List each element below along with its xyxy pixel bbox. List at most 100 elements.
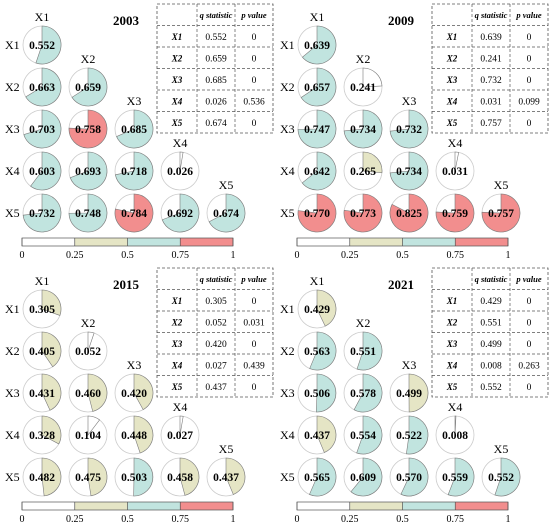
pie-wedge <box>87 457 108 497</box>
table-row-p: 0.263 <box>518 361 540 371</box>
pie-value-label: 0.759 <box>442 208 468 220</box>
pie-wedge <box>316 415 337 453</box>
pie-value-label: 0.031 <box>442 166 468 178</box>
pie-value-label: 0.429 <box>304 304 330 316</box>
colorbar-tick-label: 0 <box>20 514 25 525</box>
colorbar-tick-label: 1 <box>231 514 236 525</box>
table-row-variable: X4 <box>171 360 183 370</box>
table-row-variable: X4 <box>446 96 458 106</box>
table-row-q: 0.552 <box>205 33 227 43</box>
pie-cell: 0.642 <box>297 151 337 191</box>
colorbar-segment <box>180 238 233 246</box>
table-row-q: 0.757 <box>480 119 502 129</box>
pie-wedge <box>454 415 457 436</box>
pie-value-label: 0.693 <box>75 166 101 178</box>
pie-cell: 0.458 <box>160 457 200 497</box>
table-row-variable: X2 <box>446 317 458 327</box>
panel-year-title: 2009 <box>388 13 415 28</box>
pie-cell: 0.757 <box>481 193 521 233</box>
row-label: X1 <box>5 302 20 316</box>
pie-wedge <box>297 193 337 233</box>
pie-cell: 0.609 <box>343 457 383 497</box>
pie-cell: 0.475 <box>68 457 108 497</box>
table-row-variable: X1 <box>171 296 183 306</box>
row-label: X4 <box>5 428 20 442</box>
table-row-q: 0.639 <box>480 33 502 43</box>
pie-cell: 0.718 <box>114 151 154 191</box>
table-row-q: 0.685 <box>205 76 227 86</box>
table-row-q: 0.008 <box>480 361 502 371</box>
pie-value-label: 0.475 <box>75 472 101 484</box>
colorbar-tick-label: 1 <box>506 250 511 261</box>
pie-value-label: 0.328 <box>29 430 55 442</box>
pie-cell: 0.429 <box>297 289 337 329</box>
row-label: X4 <box>5 164 20 178</box>
pie-value-label: 0.305 <box>29 304 55 316</box>
pie-value-label: 0.405 <box>29 346 55 358</box>
pie-cell: 0.482 <box>22 457 62 497</box>
pie-value-label: 0.659 <box>75 82 101 94</box>
pie-wedge <box>41 415 62 445</box>
pie-cell: 0.663 <box>22 67 62 107</box>
table-row-q: 0.052 <box>205 318 227 328</box>
column-label: X3 <box>402 94 417 108</box>
table-row-p: 0.536 <box>243 97 265 107</box>
pie-cell: 0.431 <box>22 373 62 413</box>
panel-year-title: 2015 <box>113 277 140 292</box>
pie-wedge <box>69 151 108 191</box>
table-row-q: 0.027 <box>205 361 227 371</box>
colorbar-segment <box>127 502 181 510</box>
pie-wedge <box>389 109 429 149</box>
pie-cell: 0.692 <box>160 193 200 233</box>
pie-value-label: 0.692 <box>167 208 193 220</box>
pie-value-label: 0.482 <box>29 472 55 484</box>
column-label: X2 <box>81 316 96 330</box>
pie-value-label: 0.784 <box>121 208 147 220</box>
pie-wedge <box>41 373 62 411</box>
pie-cell: 0.563 <box>297 331 337 371</box>
pie-value-label: 0.554 <box>350 430 376 442</box>
table-row-variable: X4 <box>171 96 183 106</box>
row-label: X1 <box>280 302 295 316</box>
pie-wedge <box>225 457 246 495</box>
pie-value-label: 0.825 <box>396 208 422 220</box>
pie-value-label: 0.642 <box>304 166 330 178</box>
pie-wedge <box>23 109 62 149</box>
row-label: X1 <box>280 38 295 52</box>
pie-value-label: 0.773 <box>350 208 376 220</box>
colorbar-tick-label: 0 <box>20 250 25 261</box>
pie-value-label: 0.551 <box>350 346 376 358</box>
pie-wedge <box>179 457 200 496</box>
pie-wedge <box>41 457 62 497</box>
pie-cell: 0.578 <box>343 373 383 413</box>
pie-wedge <box>116 109 154 149</box>
table-row-q: 0.241 <box>480 54 502 64</box>
pie-value-label: 0.420 <box>121 388 147 400</box>
colorbar-segment <box>455 238 508 246</box>
pie-value-label: 0.603 <box>29 166 55 178</box>
column-label: X5 <box>219 442 234 456</box>
pie-wedge <box>301 151 337 191</box>
pie-value-label: 0.732 <box>29 208 55 220</box>
table-row-variable: X5 <box>446 382 458 392</box>
colorbar: 0 0.25 0.5 0.75 1 <box>295 501 511 525</box>
pie-value-label: 0.578 <box>350 388 376 400</box>
colorbar-tick-label: 0.5 <box>396 250 409 261</box>
table-row-q: 0.674 <box>205 119 227 129</box>
pie-wedge <box>179 151 184 172</box>
table-row-p: 0 <box>252 297 257 307</box>
pie-wedge <box>309 457 337 497</box>
pie-cell: 0.241 <box>343 67 383 107</box>
pie-wedge <box>35 25 62 65</box>
pie-cell: 0.328 <box>22 415 62 455</box>
pie-cell: 0.825 <box>389 193 429 233</box>
pie-value-label: 0.732 <box>396 124 422 136</box>
table-row-p: 0 <box>527 297 532 307</box>
pie-cell: 0.703 <box>22 109 62 149</box>
pie-wedge <box>309 331 337 371</box>
pie-cell: 0.674 <box>206 193 246 233</box>
table-row-p: 0 <box>252 119 257 129</box>
row-label: X4 <box>280 428 295 442</box>
pie-value-label: 0.008 <box>442 430 468 442</box>
column-label: X2 <box>81 52 96 66</box>
